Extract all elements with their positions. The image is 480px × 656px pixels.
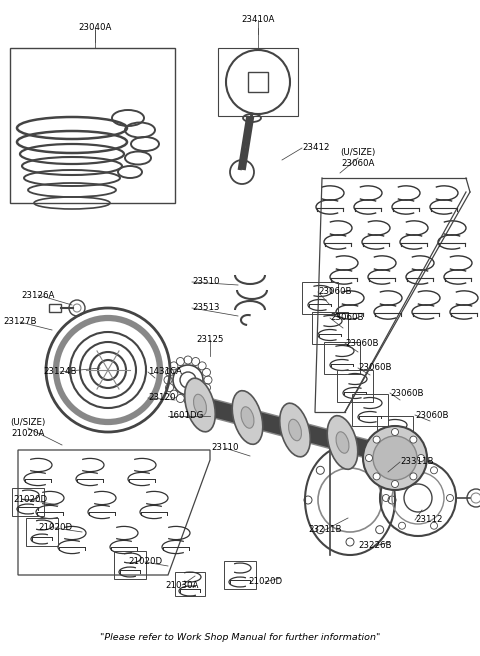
Text: (U/SIZE)
21020A: (U/SIZE) 21020A <box>11 419 46 438</box>
Text: 23126A: 23126A <box>21 291 55 300</box>
Ellipse shape <box>193 394 206 416</box>
Circle shape <box>373 436 417 480</box>
Text: 23125: 23125 <box>196 335 224 344</box>
Text: 23060B: 23060B <box>390 388 423 398</box>
Text: 23412: 23412 <box>302 144 329 152</box>
Bar <box>352 394 388 426</box>
Circle shape <box>373 473 380 480</box>
Text: 23120: 23120 <box>148 394 176 403</box>
Text: 1431CA: 1431CA <box>148 367 182 377</box>
Bar <box>302 282 338 314</box>
Ellipse shape <box>288 419 301 441</box>
Text: 21020D: 21020D <box>38 523 72 533</box>
Bar <box>248 72 268 92</box>
Text: 23112: 23112 <box>415 516 443 525</box>
Bar <box>26 518 58 546</box>
Text: "Please refer to Work Shop Manual for further information": "Please refer to Work Shop Manual for fu… <box>100 634 380 642</box>
Text: 23513: 23513 <box>192 304 219 312</box>
Text: (U/SIZE)
23060A: (U/SIZE) 23060A <box>340 148 376 168</box>
Text: 23060B: 23060B <box>345 338 379 348</box>
Circle shape <box>410 436 417 443</box>
Ellipse shape <box>241 407 254 428</box>
Circle shape <box>363 426 427 490</box>
Text: 23226B: 23226B <box>358 541 392 550</box>
Circle shape <box>365 455 372 462</box>
Bar <box>12 488 44 516</box>
Bar <box>218 48 298 116</box>
Text: 23110: 23110 <box>211 443 239 453</box>
Ellipse shape <box>185 379 216 432</box>
Text: 23510: 23510 <box>192 277 219 287</box>
Ellipse shape <box>375 428 405 482</box>
Text: 23060B: 23060B <box>330 314 363 323</box>
Text: 21020D: 21020D <box>128 558 162 567</box>
Text: 23060B: 23060B <box>415 411 448 419</box>
Bar <box>312 312 348 344</box>
Ellipse shape <box>336 432 349 453</box>
Bar <box>175 572 205 596</box>
Text: 23410A: 23410A <box>241 16 275 24</box>
Bar <box>114 551 146 579</box>
Text: 23127B: 23127B <box>3 318 37 327</box>
Ellipse shape <box>232 391 263 444</box>
Text: 1601DG: 1601DG <box>168 411 204 420</box>
Ellipse shape <box>384 444 396 466</box>
Circle shape <box>410 473 417 480</box>
Text: 23060B: 23060B <box>318 287 351 297</box>
Bar <box>324 342 360 374</box>
Bar <box>377 416 413 448</box>
Text: 23124B: 23124B <box>43 367 77 377</box>
Bar <box>10 48 175 203</box>
Bar <box>49 304 61 312</box>
Circle shape <box>392 480 398 487</box>
Circle shape <box>392 428 398 436</box>
Text: 21020D: 21020D <box>248 577 282 586</box>
Text: 23211B: 23211B <box>308 525 342 535</box>
Text: 23040A: 23040A <box>78 24 112 33</box>
Text: 23311B: 23311B <box>400 457 433 466</box>
Text: 21030A: 21030A <box>165 581 199 590</box>
Bar <box>337 370 373 402</box>
Text: 23060B: 23060B <box>358 363 392 373</box>
Bar <box>224 561 256 589</box>
Ellipse shape <box>327 416 358 469</box>
Circle shape <box>418 455 424 462</box>
Text: 21020D: 21020D <box>13 495 47 504</box>
Circle shape <box>373 436 380 443</box>
Ellipse shape <box>280 403 310 457</box>
